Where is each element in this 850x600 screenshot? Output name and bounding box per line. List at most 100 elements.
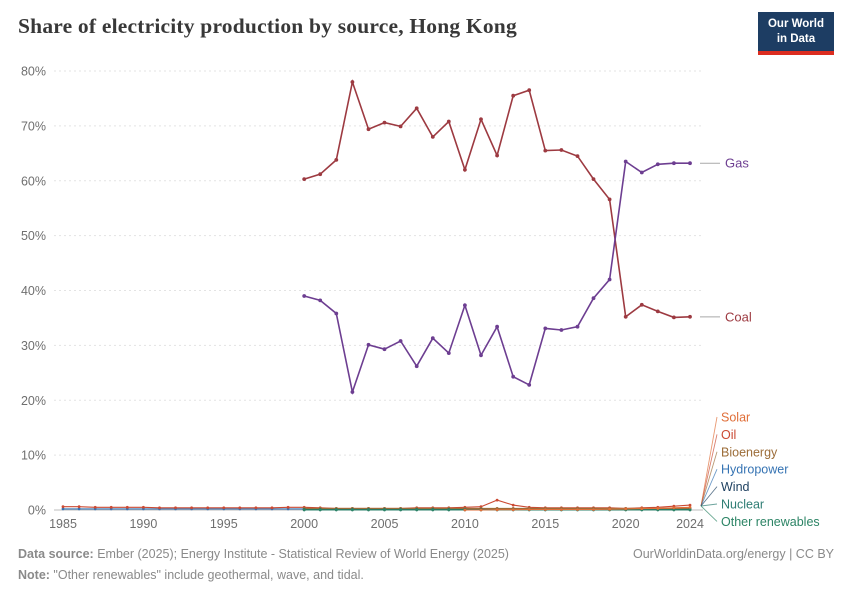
series-point xyxy=(591,177,596,182)
series-point xyxy=(383,508,386,512)
legend-label-hydropower[interactable]: Hydropower xyxy=(721,463,788,477)
series-point xyxy=(302,508,306,512)
series-point xyxy=(61,505,65,509)
series-point xyxy=(350,80,355,84)
series-point xyxy=(495,508,499,512)
series-point xyxy=(479,117,483,122)
series-point xyxy=(446,351,451,355)
page-title: Share of electricity production by sourc… xyxy=(18,14,517,38)
series-point xyxy=(302,294,307,298)
footer: Data source: Ember (2025); Energy Instit… xyxy=(18,547,834,561)
series-point xyxy=(399,508,402,512)
series-coal[interactable] xyxy=(302,78,692,320)
series-point xyxy=(318,508,322,512)
legend-connector xyxy=(700,434,718,507)
series-point xyxy=(479,353,483,358)
series-line xyxy=(303,160,690,396)
series-point xyxy=(543,148,548,153)
data-source-value: Ember (2025); Energy Institute - Statist… xyxy=(93,547,509,561)
series-point xyxy=(125,505,129,509)
series-point xyxy=(672,161,676,166)
series-point xyxy=(511,93,516,98)
note-text: Note: "Other renewables" include geother… xyxy=(18,568,364,582)
series-point xyxy=(608,507,611,511)
series-point xyxy=(607,277,612,282)
series-point xyxy=(238,506,242,510)
series-point xyxy=(527,383,532,387)
series-point xyxy=(527,88,532,93)
series-point xyxy=(351,508,354,512)
legend-connector xyxy=(700,486,718,507)
legend-label-solar[interactable]: Solar xyxy=(721,411,750,425)
legend-label-wind[interactable]: Wind xyxy=(721,480,750,494)
series-point xyxy=(463,303,467,308)
series-point xyxy=(575,324,580,329)
series-point xyxy=(366,127,371,132)
series-point xyxy=(479,508,483,512)
legend-connector xyxy=(700,416,718,507)
legend-connector xyxy=(700,505,718,522)
series-point xyxy=(254,506,258,510)
y-tick-label: 50% xyxy=(21,229,46,243)
series-point xyxy=(382,347,387,352)
series-point xyxy=(334,311,339,316)
x-tick-label: 1985 xyxy=(49,517,77,531)
series-point xyxy=(158,506,161,510)
series-label-coal[interactable]: Coal xyxy=(725,309,752,324)
x-tick-label: 2000 xyxy=(290,517,318,531)
series-point xyxy=(511,374,516,379)
series-point xyxy=(431,508,435,512)
series-point xyxy=(446,119,451,124)
series-point xyxy=(222,506,226,510)
owid-logo[interactable]: Our World in Data xyxy=(757,12,834,55)
series-point xyxy=(559,328,564,332)
series-gas[interactable] xyxy=(302,159,692,396)
series-point xyxy=(61,507,65,511)
owid-logo-line1: Our World xyxy=(767,18,824,30)
x-tick-label: 2020 xyxy=(612,517,640,531)
series-point xyxy=(190,506,194,510)
x-tick-label: 1995 xyxy=(210,517,238,531)
series-point xyxy=(270,506,274,510)
note-label: Note: xyxy=(18,568,50,582)
series-point xyxy=(672,506,676,510)
y-tick-label: 20% xyxy=(21,394,46,408)
x-tick-label: 1990 xyxy=(129,517,157,531)
data-source-label: Data source: xyxy=(18,547,94,561)
series-point xyxy=(366,342,371,347)
legend-label-bioenergy[interactable]: Bioenergy xyxy=(721,445,778,459)
series-point xyxy=(576,508,579,511)
series-point xyxy=(286,505,290,509)
y-tick-label: 30% xyxy=(21,339,46,353)
series-point xyxy=(688,161,692,166)
series-point xyxy=(382,120,387,125)
credit-link[interactable]: OurWorldinData.org/energy | CC BY xyxy=(632,547,834,561)
series-point xyxy=(607,197,612,202)
series-point xyxy=(414,364,419,369)
series-solar[interactable] xyxy=(463,505,692,512)
series-point xyxy=(318,172,323,177)
series-point xyxy=(367,508,370,512)
series-point xyxy=(206,506,210,510)
series-point xyxy=(77,507,81,511)
series-point xyxy=(415,508,419,512)
series-point xyxy=(350,390,355,394)
series-label-gas[interactable]: Gas xyxy=(725,156,749,171)
legend-connector xyxy=(700,469,718,507)
series-point xyxy=(656,507,660,510)
series-point xyxy=(575,154,580,159)
y-tick-label: 40% xyxy=(21,284,46,298)
legend-label-other-renewables[interactable]: Other renewables xyxy=(721,515,820,529)
series-point xyxy=(463,167,467,172)
x-tick-label: 2010 xyxy=(451,517,479,531)
series-point xyxy=(430,336,435,341)
legend-label-nuclear[interactable]: Nuclear xyxy=(721,498,764,512)
series-point xyxy=(639,302,644,307)
x-tick-label: 2015 xyxy=(531,517,559,531)
series-point xyxy=(398,339,403,343)
legend-label-oil[interactable]: Oil xyxy=(721,428,736,442)
x-tick-label: 2024 xyxy=(676,517,704,531)
legend-connector xyxy=(700,451,718,507)
